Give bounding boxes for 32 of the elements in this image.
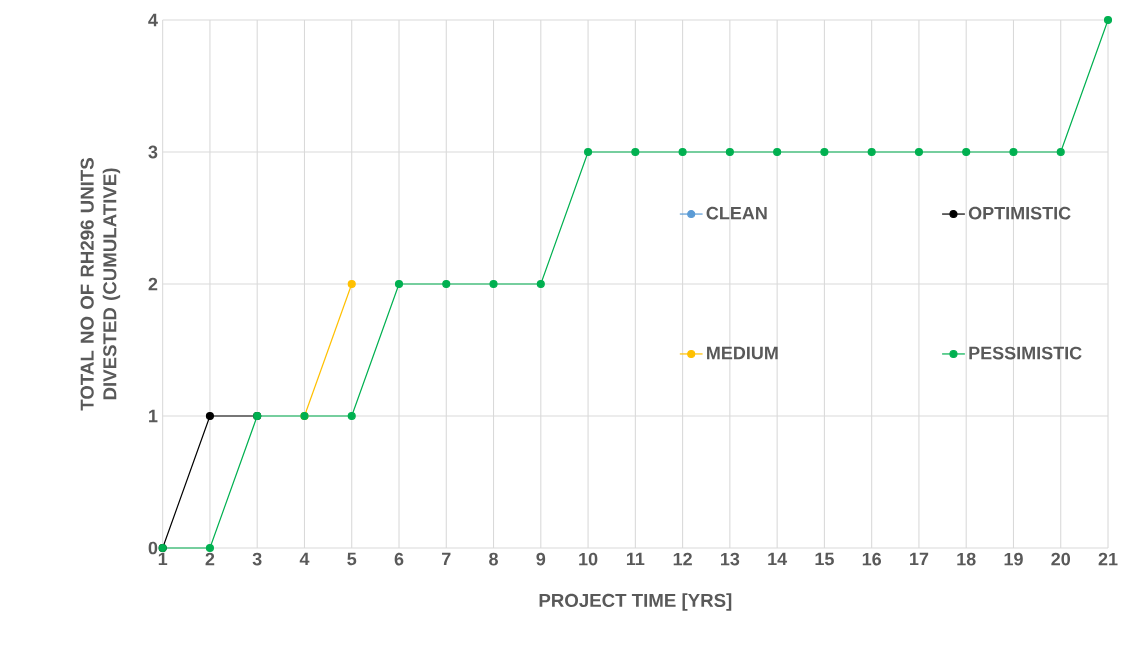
y-axis-title: TOTAL NO OF RH296 UNITS DIVESTED (CUMULATIVE) bbox=[80, 158, 121, 411]
x-tick-label: 12 bbox=[673, 552, 692, 566]
x-tick-label: 19 bbox=[1004, 552, 1023, 566]
y-tick-label: 1 bbox=[149, 409, 158, 423]
y-tick-label: 4 bbox=[148, 13, 158, 27]
x-tick-label: 2 bbox=[205, 552, 215, 566]
x-tick-label: 13 bbox=[720, 552, 740, 566]
x-tick-label: 8 bbox=[489, 552, 498, 566]
legend-label: CLEAN bbox=[706, 206, 767, 220]
x-tick-label: 14 bbox=[768, 552, 788, 566]
x-tick-label: 6 bbox=[394, 552, 404, 566]
x-tick-label: 17 bbox=[910, 552, 929, 566]
x-tick-label: 20 bbox=[1051, 552, 1071, 566]
x-tick-label: 9 bbox=[536, 552, 546, 566]
x-tick-label: 16 bbox=[862, 552, 882, 566]
x-tick-label: 10 bbox=[579, 552, 598, 566]
x-tick-label: 5 bbox=[347, 552, 357, 566]
x-tick-label: 7 bbox=[442, 552, 451, 566]
x-tick-label: 15 bbox=[815, 552, 834, 566]
x-tick-label: 3 bbox=[252, 552, 262, 566]
legend-label: PESSIMISTIC bbox=[969, 346, 1082, 360]
y-tick-label: 3 bbox=[148, 145, 158, 159]
x-tick-label: 18 bbox=[957, 552, 976, 566]
y-tick-label: 2 bbox=[148, 277, 158, 291]
y-tick-label: 0 bbox=[148, 541, 158, 555]
x-axis-title: PROJECT TIME [YRS] bbox=[539, 593, 732, 611]
x-tick-label: 11 bbox=[626, 552, 645, 566]
x-tick-label: 4 bbox=[299, 552, 310, 566]
x-tick-label: 1 bbox=[158, 552, 168, 566]
legend-label: OPTIMISTIC bbox=[968, 206, 1071, 220]
x-tick-label: 21 bbox=[1098, 552, 1118, 566]
legend-label: MEDIUM bbox=[707, 346, 778, 360]
